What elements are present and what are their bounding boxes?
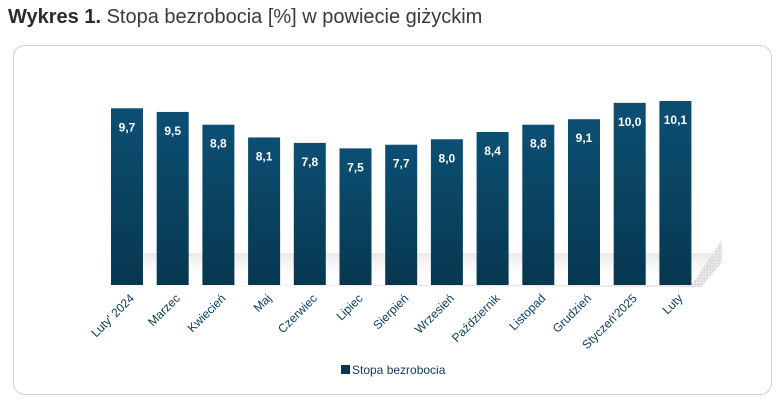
data-label: 7,5 xyxy=(347,160,364,174)
data-label: 8,8 xyxy=(530,137,547,151)
x-tick-label: Wrzesień xyxy=(412,291,457,336)
data-label: 9,1 xyxy=(576,131,593,145)
x-tick-label: Sierpień xyxy=(370,291,411,332)
bar xyxy=(430,139,463,285)
bar xyxy=(613,102,646,286)
x-tick-label: Luty' 2024 xyxy=(88,291,137,340)
x-tick-label: Maj xyxy=(251,291,275,315)
bar xyxy=(248,137,281,285)
data-label: 10,1 xyxy=(664,113,688,127)
bar xyxy=(293,142,326,285)
heading-lead: Wykres 1. xyxy=(8,6,102,28)
heading-text: Stopa bezrobocia [%] w powiecie giżyckim xyxy=(106,6,483,28)
x-tick-label: Luty xyxy=(660,291,686,317)
bar xyxy=(385,144,418,285)
chart-heading: Wykres 1. Stopa bezrobocia [%] w powieci… xyxy=(8,6,482,29)
bar xyxy=(339,148,372,285)
data-label: 9,5 xyxy=(164,124,181,138)
bar xyxy=(568,119,600,285)
x-tick-label: Październik xyxy=(449,291,503,345)
data-label: 8,4 xyxy=(484,144,501,158)
bar xyxy=(111,108,143,285)
x-tick-label: Lipiec xyxy=(334,291,366,323)
legend-swatch xyxy=(341,365,350,374)
x-tick-label: Kwiecień xyxy=(185,291,229,335)
data-label: 8,0 xyxy=(439,151,456,165)
legend-label: Stopa bezrobocia xyxy=(352,363,446,377)
x-tick-label: Marzec xyxy=(145,291,183,329)
data-label: 8,1 xyxy=(256,149,273,163)
bar xyxy=(476,131,509,285)
bar xyxy=(156,111,189,285)
bar xyxy=(659,101,692,285)
x-tick-label: Grudzień xyxy=(550,291,594,335)
data-label: 7,7 xyxy=(393,157,410,171)
data-label: 7,8 xyxy=(301,155,318,169)
bar xyxy=(202,124,235,285)
data-label: 10,0 xyxy=(618,115,642,129)
data-label: 9,7 xyxy=(119,120,136,134)
x-tick-label: Czerwiec xyxy=(275,291,320,336)
x-tick-label: Listopad xyxy=(506,291,548,333)
data-label: 8,8 xyxy=(210,137,227,151)
bar xyxy=(522,124,555,285)
